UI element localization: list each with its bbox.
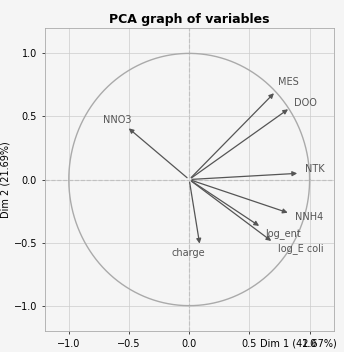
Text: NNH4: NNH4	[295, 212, 323, 222]
Title: PCA graph of variables: PCA graph of variables	[109, 13, 269, 26]
Text: NTK: NTK	[305, 164, 324, 175]
Text: MES: MES	[278, 77, 299, 87]
Text: Dim 1 (42.67%): Dim 1 (42.67%)	[260, 339, 337, 348]
Text: NNO3: NNO3	[103, 115, 131, 125]
Text: log_ent: log_ent	[265, 228, 301, 239]
Text: charge: charge	[171, 248, 205, 258]
Text: DOO: DOO	[294, 98, 317, 108]
Text: log_E coli: log_E coli	[278, 244, 324, 254]
Y-axis label: Dim 2 (21.69%): Dim 2 (21.69%)	[1, 141, 11, 218]
